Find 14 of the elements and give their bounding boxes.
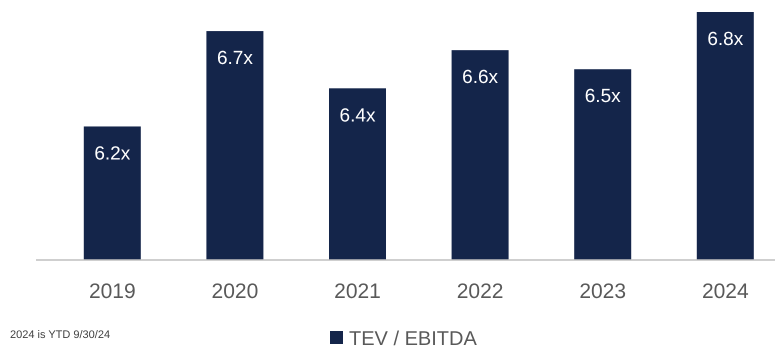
x-tick-label: 2020	[212, 280, 258, 303]
x-tick-label: 2024	[702, 280, 749, 303]
x-tick-label: 2021	[334, 280, 381, 303]
data-label: 6.4x	[340, 105, 376, 126]
data-label: 6.6x	[462, 67, 499, 88]
data-label: 6.7x	[216, 48, 254, 70]
data-label: 6.2x	[94, 143, 131, 164]
legend-label: TEV / EBITDA	[349, 328, 478, 350]
data-label: 6.5x	[584, 86, 622, 108]
data-label: 6.8x	[707, 29, 744, 50]
text: 2024 is YTD 9/30/24	[10, 329, 110, 341]
x-tick-label: 2022	[456, 280, 504, 303]
x-tick-label: 2023	[579, 280, 626, 303]
x-tick-label: 2019	[88, 280, 136, 303]
